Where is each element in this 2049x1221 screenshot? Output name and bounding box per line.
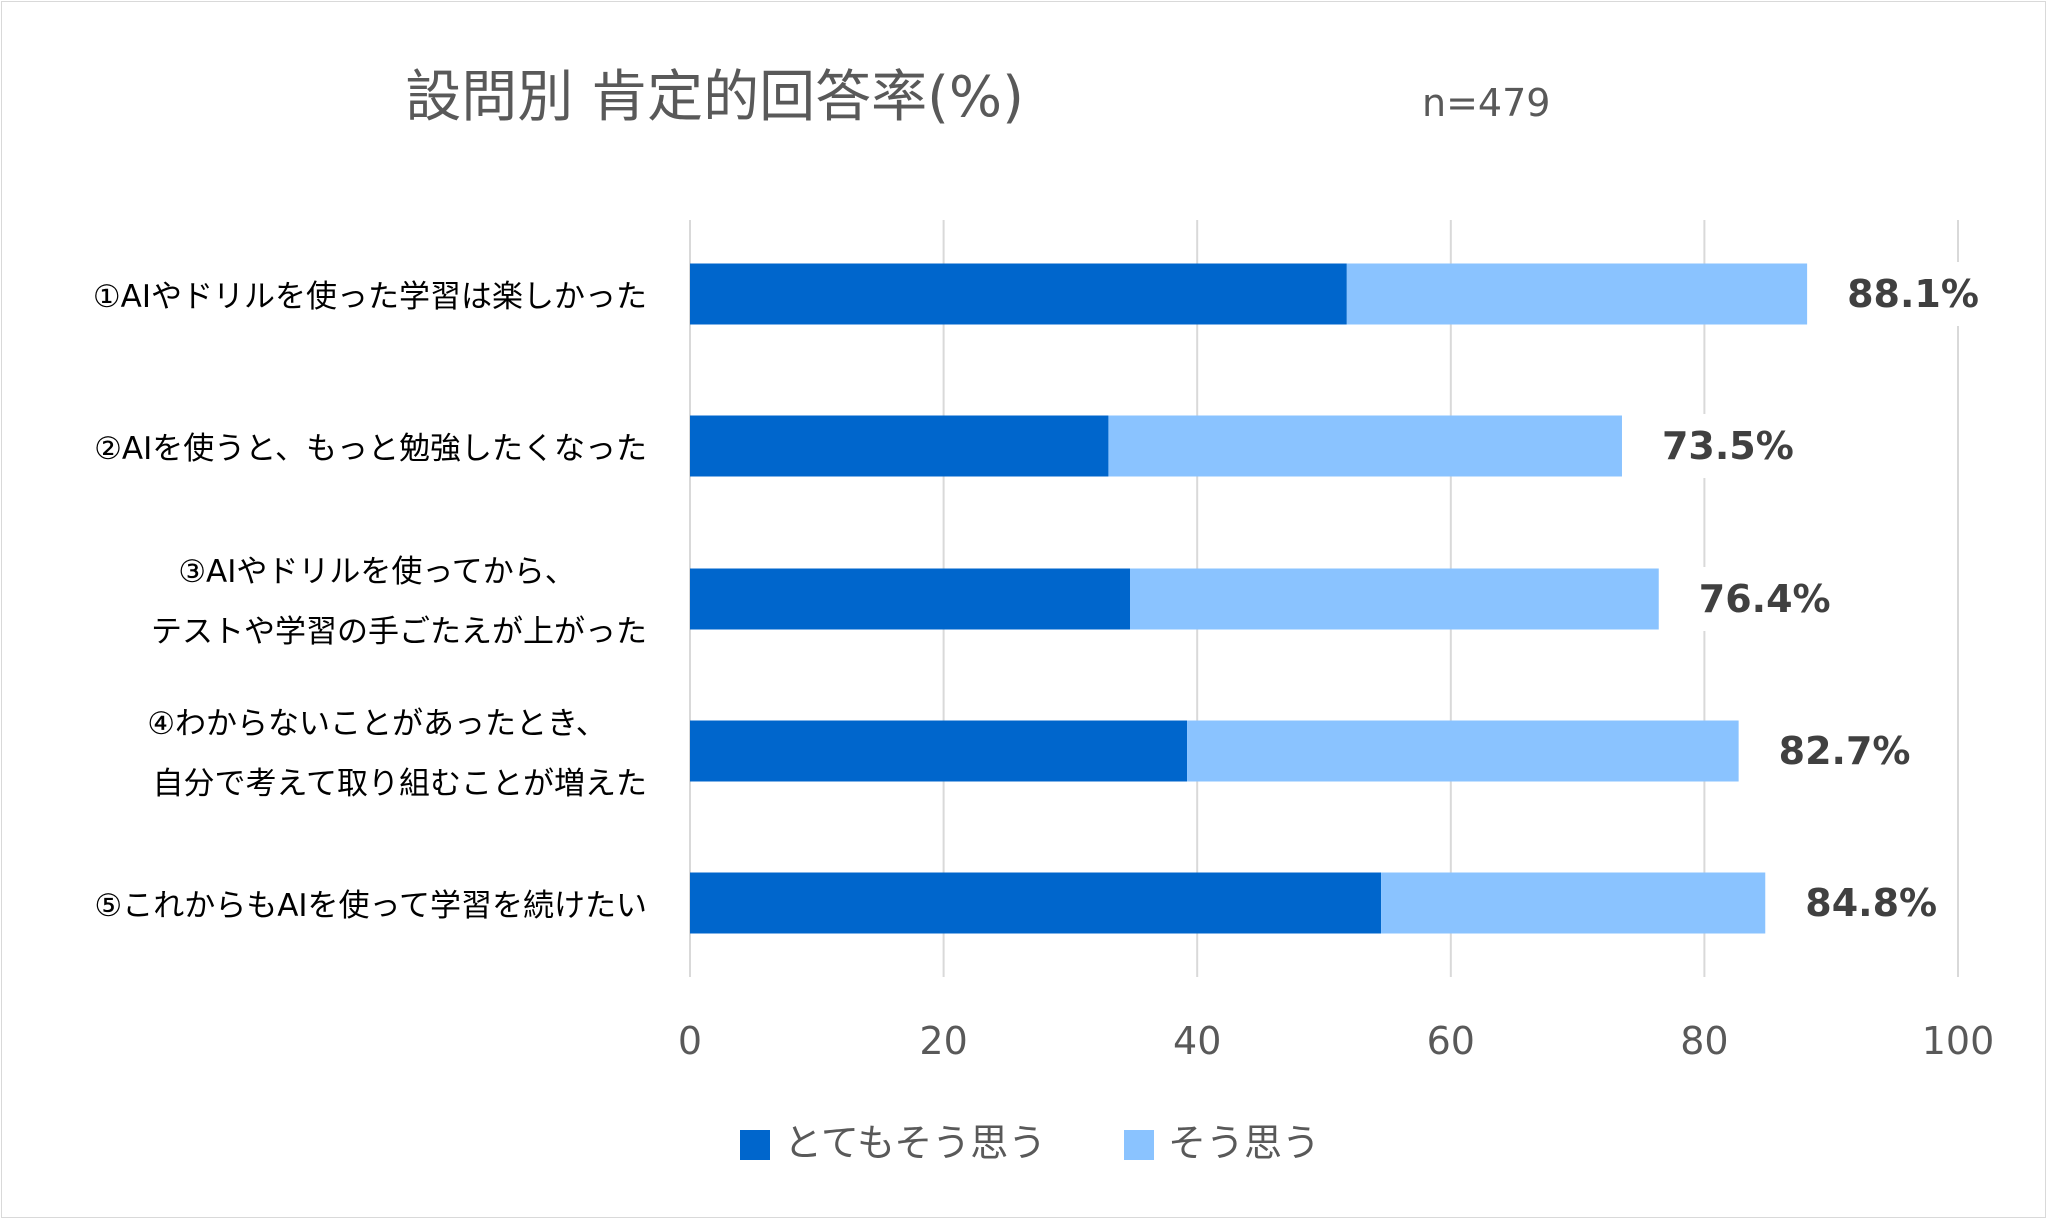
bar-strongly-agree	[690, 872, 1382, 934]
x-tick-label: 20	[919, 1019, 967, 1063]
bar-agree	[1129, 568, 1659, 630]
category-label: ③AIやドリルを使ってから、	[178, 554, 576, 590]
data-label: 82.7%	[1779, 729, 1911, 773]
data-label: 76.4%	[1699, 577, 1831, 621]
x-tick-label: 80	[1680, 1019, 1728, 1063]
bar-strongly-agree	[690, 415, 1109, 477]
x-tick-label: 0	[678, 1019, 702, 1063]
bar-agree	[1108, 415, 1622, 477]
x-tick-label: 40	[1173, 1019, 1221, 1063]
legend-label: とてもそう思う	[784, 1121, 1046, 1165]
data-label-bg	[1799, 871, 1950, 935]
category-label: ⑤これからもAIを使って学習を続けたい	[94, 888, 647, 924]
data-label: 88.1%	[1847, 272, 1979, 316]
bars	[690, 263, 1808, 934]
category-label: テストや学習の手ごたえが上がった	[151, 614, 647, 650]
data-label: 73.5%	[1662, 424, 1794, 468]
data-labels: 88.1% 73.5% 76.4% 82.7% 84.8%	[1655, 262, 1992, 935]
legend-swatch	[740, 1130, 770, 1160]
bar-agree	[1187, 720, 1739, 782]
category-label: ①AIやドリルを使った学習は楽しかった	[93, 279, 647, 315]
legend-label: そう思う	[1168, 1121, 1320, 1165]
data-label-bg	[1772, 719, 1923, 783]
chart-title: 設問別 肯定的回答率(%)	[405, 65, 1024, 130]
category-label: ④わからないことがあったとき、	[147, 706, 607, 742]
legend: とてもそう思う そう思う	[740, 1121, 1320, 1165]
data-label-bg	[1692, 567, 1843, 631]
bar-strongly-agree	[690, 263, 1347, 325]
data-label: 84.8%	[1805, 881, 1937, 925]
category-label: ②AIを使うと、もっと勉強したくなった	[94, 431, 647, 467]
chart-subtitle: n=479	[1422, 81, 1550, 125]
data-label-bg	[1841, 262, 1992, 326]
x-tick-label: 60	[1427, 1019, 1475, 1063]
bar-strongly-agree	[690, 568, 1130, 630]
bar-strongly-agree	[690, 720, 1188, 782]
bar-agree	[1381, 872, 1766, 934]
category-label: 自分で考えて取り組むことが増えた	[153, 766, 647, 802]
x-axis-ticks: 0 20 40 60 80 100	[678, 1019, 1994, 1063]
data-label-bg	[1655, 414, 1806, 478]
category-labels: ①AIやドリルを使った学習は楽しかった ②AIを使うと、もっと勉強したくなった ③A…	[93, 279, 647, 924]
bar-agree	[1346, 263, 1808, 325]
x-tick-label: 100	[1922, 1019, 1995, 1063]
legend-swatch	[1124, 1130, 1154, 1160]
